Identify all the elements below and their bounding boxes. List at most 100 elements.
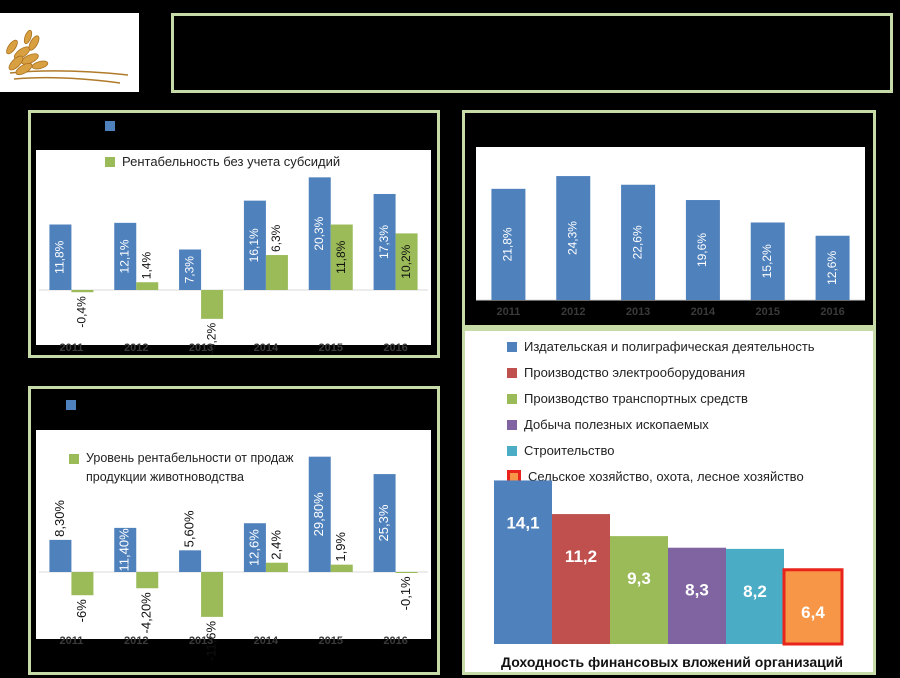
bar-primary-2012 bbox=[114, 222, 137, 290]
tick-label: 2014 bbox=[254, 635, 279, 647]
data-label: 1,9% bbox=[333, 532, 348, 562]
legend-label: Сельское хозяйство, охота, лесное хозяйс… bbox=[528, 469, 804, 484]
tick-label: 2014 bbox=[254, 342, 279, 354]
bar-primary-2015 bbox=[308, 456, 331, 572]
plot-area bbox=[476, 147, 865, 300]
data-label: 10,2% bbox=[399, 244, 413, 278]
bar-primary-2013 bbox=[179, 550, 202, 572]
bar-secondary-2016 bbox=[395, 572, 418, 573]
data-label: 7,3% bbox=[182, 256, 196, 284]
panel-profitability: 11,8% -0,4% 2011 12,1% 1,4% 2012 7,3% -5,2% 2013… bbox=[28, 110, 440, 358]
data-label: 17,3% bbox=[377, 225, 391, 259]
bar-secondary-2013 bbox=[201, 572, 224, 617]
bar-primary-2013 bbox=[179, 249, 202, 290]
tick-label: 2013 bbox=[189, 342, 213, 354]
legend-item: Добыча полезных ископаемых bbox=[507, 417, 709, 432]
data-label: 21,8% bbox=[501, 227, 515, 261]
bar-2013 bbox=[621, 184, 656, 300]
panel-yield: Издательская и полиграфическая деятельно… bbox=[462, 328, 876, 675]
tick-label: 2011 bbox=[59, 635, 83, 647]
tick-label: 2016 bbox=[383, 635, 407, 647]
data-label: 19,6% bbox=[695, 233, 709, 267]
legend-label: Рентабельность без учета субсидий bbox=[122, 154, 341, 169]
legend-series-1 bbox=[105, 121, 122, 131]
data-label: -6% bbox=[74, 599, 89, 623]
data-label: 25,3% bbox=[376, 504, 391, 541]
data-label: 11,8% bbox=[334, 240, 348, 273]
legend-item: Издательская и полиграфическая деятельно… bbox=[507, 339, 815, 354]
data-label: -11,6% bbox=[204, 620, 219, 661]
tick-label: 2012 bbox=[561, 306, 585, 318]
legend-swatch bbox=[69, 454, 79, 464]
bar-2011 bbox=[491, 188, 526, 300]
legend-swatch bbox=[105, 121, 115, 131]
data-label: 22,6% bbox=[630, 225, 644, 259]
data-label: -5,2% bbox=[204, 323, 218, 355]
bar-4 bbox=[668, 547, 726, 644]
legend-item: Производство электрооборудования bbox=[507, 365, 745, 380]
share-chart: 21,8% 2011 24,3% 2012 22,6% 2013 19,6% 2014 15,2… bbox=[476, 176, 865, 318]
data-label: 9,3 bbox=[627, 569, 651, 588]
bar-5 bbox=[726, 548, 784, 644]
legend-label: Издательская и полиграфическая деятельно… bbox=[524, 339, 815, 354]
tick-label: 2015 bbox=[319, 635, 343, 647]
bar-primary-2011 bbox=[49, 224, 72, 290]
bar-primary-2011 bbox=[49, 539, 72, 572]
legend-series-2: Рентабельность без учета субсидий bbox=[105, 154, 340, 169]
plot-area bbox=[36, 430, 431, 639]
legend-item: Сельское хозяйство, охота, лесное хозяйс… bbox=[507, 469, 804, 484]
chart-title: Доходность финансовых вложений организац… bbox=[501, 654, 843, 670]
data-label: 11,40% bbox=[117, 528, 132, 572]
tick-label: 2013 bbox=[626, 306, 650, 318]
data-label: 29,80% bbox=[311, 492, 326, 537]
bar-3 bbox=[610, 536, 668, 644]
data-label: 5,60% bbox=[182, 510, 197, 547]
data-label: 24,3% bbox=[565, 221, 579, 255]
logo-box bbox=[0, 13, 139, 92]
bar-secondary-2012 bbox=[136, 572, 159, 589]
bar-secondary-2011 bbox=[71, 572, 94, 596]
legend-swatch bbox=[507, 393, 517, 404]
legend-swatch bbox=[66, 400, 76, 410]
bar-primary-2014 bbox=[243, 523, 266, 572]
yield-chart: 14,1 11,2 9,3 8,3 8,2 6,4 Доходность финансовы… bbox=[494, 480, 844, 670]
tick-label: 2011 bbox=[59, 342, 83, 354]
panel-livestock: 8,30% -6% 2011 11,40% -4,20% 2012 5,60% -11,6% 2… bbox=[28, 386, 440, 675]
data-label: 12,1% bbox=[117, 239, 131, 273]
data-label: 6,4 bbox=[801, 603, 825, 622]
bar-2 bbox=[552, 514, 610, 644]
bar-secondary-2013 bbox=[201, 290, 224, 319]
data-label: 8,2 bbox=[743, 582, 767, 601]
data-label: -0,1% bbox=[398, 576, 413, 610]
bar-primary-2012 bbox=[114, 527, 137, 572]
bar-secondary-2016 bbox=[395, 233, 418, 290]
data-label: 12,6% bbox=[246, 529, 261, 566]
tick-label: 2012 bbox=[124, 635, 148, 647]
data-label: 2,4% bbox=[268, 530, 283, 560]
bar-2015 bbox=[750, 222, 785, 300]
data-label: 11,2 bbox=[565, 547, 597, 566]
bar-primary-2015 bbox=[308, 177, 331, 290]
bar-secondary-2014 bbox=[265, 562, 288, 572]
data-label: -0,4% bbox=[75, 296, 89, 328]
bar-secondary-2011 bbox=[71, 290, 94, 293]
legend-item: Производство транспортных средств bbox=[507, 391, 748, 406]
legend-item: Строительство bbox=[507, 443, 614, 458]
legend-label: Строительство bbox=[524, 443, 615, 458]
data-label: -4,20% bbox=[139, 592, 154, 634]
bar-secondary-2012 bbox=[136, 282, 159, 290]
title-box bbox=[171, 13, 893, 93]
data-label: 6,3% bbox=[269, 224, 283, 252]
data-label: 8,30% bbox=[52, 500, 67, 537]
data-label: 15,2% bbox=[760, 244, 774, 278]
tick-label: 2013 bbox=[189, 635, 213, 647]
bar-secondary-2015 bbox=[330, 224, 353, 290]
legend-series-2: Уровень рентабельности от продаж продукц… bbox=[69, 449, 294, 487]
data-label: 20,3% bbox=[312, 216, 326, 250]
bar-primary-2014 bbox=[243, 200, 266, 290]
plot-area bbox=[36, 150, 431, 345]
legend-label: Добыча полезных ископаемых bbox=[524, 417, 709, 432]
tick-label: 2015 bbox=[756, 306, 780, 318]
legend-swatch bbox=[507, 419, 517, 430]
data-label: 12,6% bbox=[825, 251, 839, 285]
